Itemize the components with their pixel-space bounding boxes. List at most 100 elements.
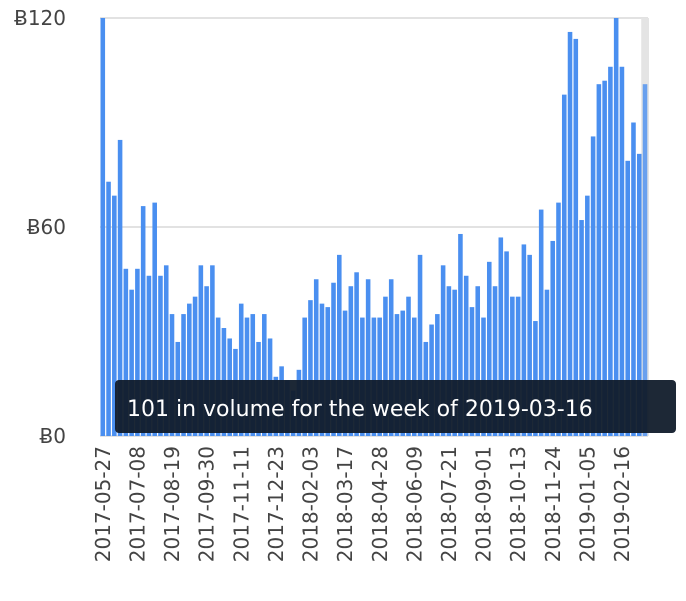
y-tick-label: Ƀ120: [14, 6, 66, 30]
x-tick-label: 2018-03-17: [333, 446, 357, 562]
bar: [625, 160, 630, 437]
x-tick-label: 2018-06-09: [402, 446, 426, 562]
bar: [440, 265, 446, 436]
bar: [510, 296, 515, 436]
y-tick-label: Ƀ60: [27, 215, 66, 239]
x-tick-label: 2017-12-23: [264, 446, 288, 562]
x-tick-label: 2018-11-24: [541, 446, 565, 562]
bar: [308, 300, 313, 436]
bar: [492, 286, 498, 436]
bar: [475, 286, 481, 436]
bar: [331, 282, 336, 436]
bar: [365, 279, 371, 436]
bar: [123, 268, 129, 436]
bar: [498, 237, 504, 436]
bar: [360, 317, 365, 436]
bar: [458, 233, 463, 436]
bar: [377, 317, 382, 436]
x-tick-label: 2018-04-28: [368, 446, 392, 562]
bar: [400, 310, 406, 436]
bar: [348, 286, 354, 436]
bar: [446, 286, 452, 436]
bar: [406, 296, 411, 436]
bar: [561, 94, 567, 436]
bar: [538, 209, 544, 436]
bar: [573, 38, 579, 437]
bar: [244, 317, 250, 436]
bar: [550, 240, 556, 436]
bar: [613, 18, 619, 436]
bar: [181, 314, 186, 436]
x-tick-label: 2018-10-13: [506, 446, 530, 562]
bar: [371, 317, 377, 436]
bar: [238, 303, 244, 436]
bar: [642, 84, 648, 436]
x-tick-label: 2017-05-27: [91, 446, 115, 562]
bar: [215, 317, 221, 436]
bar: [198, 265, 204, 436]
bar: [313, 279, 319, 436]
labels: Ƀ0 Ƀ60 Ƀ120 2017-05-27 2017-07-08 2017-08-19 2…: [14, 6, 634, 562]
x-tick-label: 2018-02-03: [299, 446, 323, 562]
bar: [135, 268, 140, 436]
tooltip-text: 101 in volume for the week of 2019-03-16: [127, 397, 593, 422]
bar: [527, 254, 532, 436]
x-tick-label: 2019-01-05: [575, 446, 599, 562]
tooltip-box: [115, 380, 676, 433]
bar: [117, 139, 123, 436]
bar: [129, 289, 134, 436]
bar: [521, 244, 527, 436]
bar: [169, 314, 175, 436]
x-tick-label: 2017-07-08: [125, 446, 149, 562]
bar: [533, 321, 538, 436]
y-tick-label: Ƀ0: [40, 424, 66, 448]
bar: [631, 122, 636, 436]
bar: [325, 307, 331, 436]
bar: [608, 66, 613, 437]
bar: [354, 272, 359, 436]
bar: [515, 296, 521, 436]
bar: [192, 296, 198, 436]
x-tick-label: 2017-11-11: [229, 446, 253, 562]
bar: [417, 254, 423, 436]
bar: [250, 314, 256, 436]
bar: [100, 18, 106, 436]
bar: [486, 261, 492, 436]
x-tick-label: 2019-02-16: [610, 446, 634, 562]
x-tick-label: 2017-08-19: [160, 446, 184, 562]
bar: [302, 317, 307, 436]
bar: [481, 317, 486, 436]
x-tick-label: 2018-07-21: [437, 446, 461, 562]
bar: [602, 80, 607, 436]
bar: [112, 195, 117, 436]
tooltip: 101 in volume for the week of 2019-03-16: [115, 380, 676, 433]
bar: [596, 84, 602, 436]
bar: [544, 289, 550, 436]
bar: [411, 317, 417, 436]
bar: [504, 251, 509, 436]
bar: [567, 31, 573, 437]
bar: [319, 303, 325, 436]
x-tick-label: 2018-09-01: [472, 446, 496, 562]
bar: [435, 314, 440, 436]
bar: [590, 136, 596, 436]
bar: [579, 220, 584, 436]
bar: [140, 206, 146, 436]
bar: [262, 314, 267, 436]
bar: [469, 307, 475, 436]
bar: [388, 279, 394, 436]
bar: [636, 153, 642, 436]
bar: [106, 181, 111, 436]
bar: [342, 310, 348, 436]
bar: [463, 275, 469, 436]
bar: [146, 275, 152, 436]
bar: [619, 66, 625, 437]
bar: [394, 314, 400, 436]
bar: [556, 202, 561, 436]
bar: [158, 275, 163, 436]
bar: [585, 195, 590, 436]
bar: [383, 296, 388, 436]
bar: [452, 289, 457, 436]
bar: [152, 202, 157, 436]
